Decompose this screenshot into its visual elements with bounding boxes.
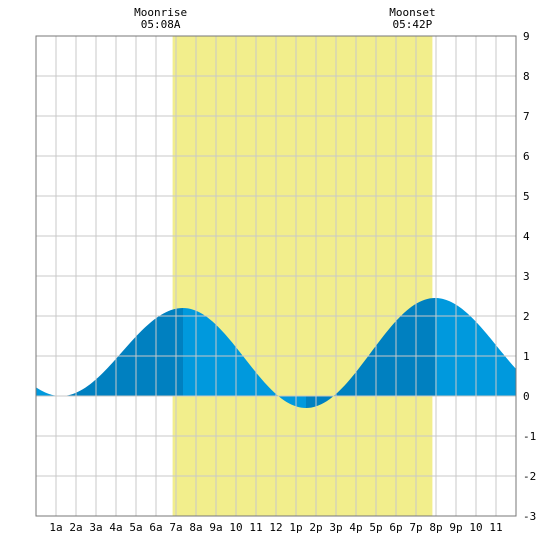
x-tick-label: 2p bbox=[309, 521, 322, 534]
x-tick-label: 4a bbox=[109, 521, 122, 534]
y-tick-label: 1 bbox=[523, 350, 530, 363]
x-tick-label: 5p bbox=[369, 521, 382, 534]
x-tick-label: 9a bbox=[209, 521, 222, 534]
x-tick-label: 10 bbox=[229, 521, 242, 534]
y-tick-label: 7 bbox=[523, 110, 530, 123]
x-tick-label: 3p bbox=[329, 521, 342, 534]
y-tick-label: 4 bbox=[523, 230, 530, 243]
y-tick-label: 9 bbox=[523, 30, 530, 43]
x-tick-label: 7p bbox=[409, 521, 422, 534]
y-tick-label: 0 bbox=[523, 390, 530, 403]
x-tick-label: 7a bbox=[169, 521, 182, 534]
x-tick-label: 1p bbox=[289, 521, 302, 534]
x-tick-label: 4p bbox=[349, 521, 362, 534]
moonset-time: 05:42P bbox=[393, 18, 433, 31]
x-tick-label: 8p bbox=[429, 521, 442, 534]
plot-border bbox=[35, 35, 517, 517]
x-tick-label: 9p bbox=[449, 521, 462, 534]
y-tick-label: -1 bbox=[523, 430, 536, 443]
tide-falling-segment bbox=[183, 308, 306, 408]
x-tick-label: 3a bbox=[89, 521, 102, 534]
y-tick-label: 6 bbox=[523, 150, 530, 163]
moonrise-title: Moonrise bbox=[134, 6, 187, 19]
y-tick-label: 2 bbox=[523, 310, 530, 323]
x-tick-label: 11 bbox=[249, 521, 262, 534]
moonset-label: Moonset 05:42P bbox=[389, 6, 435, 31]
moonrise-time: 05:08A bbox=[141, 18, 181, 31]
x-tick-label: 10 bbox=[469, 521, 482, 534]
y-axis-ticks: -3 -2 -1 0 1 2 3 4 5 6 7 8 9 bbox=[523, 30, 536, 523]
moonrise-label: Moonrise 05:08A bbox=[134, 6, 187, 31]
x-tick-label: 2a bbox=[69, 521, 82, 534]
x-tick-label: 8a bbox=[189, 521, 202, 534]
y-tick-label: 5 bbox=[523, 190, 530, 203]
y-tick-label: -2 bbox=[523, 470, 536, 483]
grid-lines bbox=[36, 36, 516, 516]
x-tick-label: 1a bbox=[49, 521, 62, 534]
y-tick-label: 3 bbox=[523, 270, 530, 283]
tide-rising-segment bbox=[61, 308, 183, 396]
tide-rising-segment bbox=[306, 298, 435, 408]
x-tick-label: 6p bbox=[389, 521, 402, 534]
y-tick-label: -3 bbox=[523, 510, 536, 523]
moonset-title: Moonset bbox=[389, 6, 435, 19]
x-tick-label: 12 bbox=[269, 521, 282, 534]
tide-area bbox=[36, 298, 516, 408]
x-axis-ticks: 1a 2a 3a 4a 5a 6a 7a 8a 9a 10 11 12 1p 2p 3p 4p 5p 6p 7p 8p… bbox=[49, 521, 502, 534]
tide-falling-segment bbox=[36, 387, 61, 396]
x-tick-label: 6a bbox=[149, 521, 162, 534]
x-tick-label: 11 bbox=[489, 521, 502, 534]
x-tick-label: 5a bbox=[129, 521, 142, 534]
y-tick-label: 8 bbox=[523, 70, 530, 83]
